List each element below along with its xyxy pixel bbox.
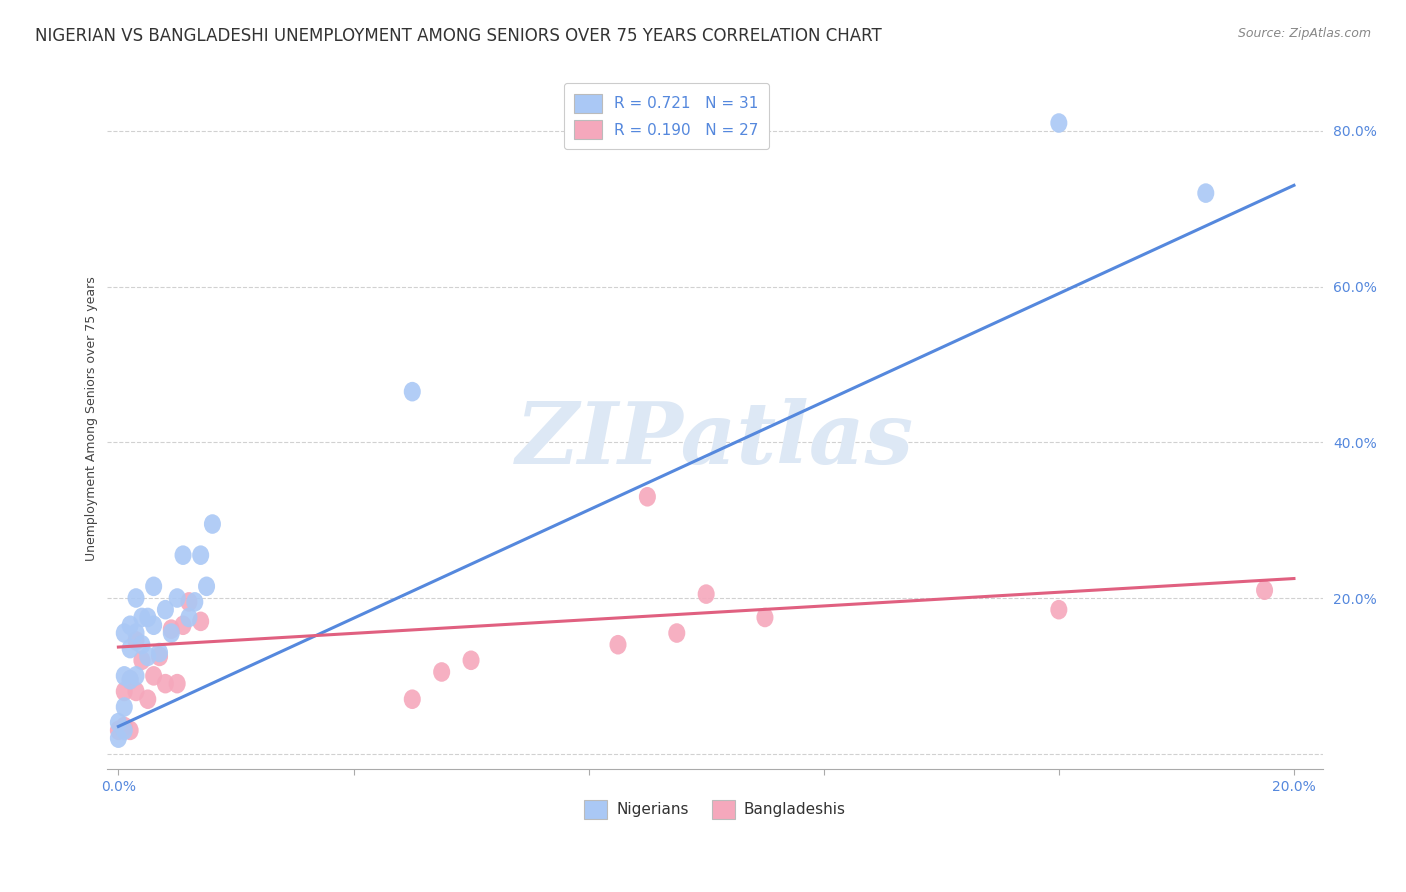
Ellipse shape <box>134 635 150 655</box>
Ellipse shape <box>128 588 145 607</box>
Ellipse shape <box>110 729 127 748</box>
Ellipse shape <box>163 624 180 643</box>
Ellipse shape <box>433 662 450 681</box>
Ellipse shape <box>139 690 156 709</box>
Ellipse shape <box>115 666 132 686</box>
Ellipse shape <box>128 631 145 650</box>
Text: Source: ZipAtlas.com: Source: ZipAtlas.com <box>1237 27 1371 40</box>
Text: ZIPatlas: ZIPatlas <box>516 398 914 482</box>
Ellipse shape <box>1256 581 1272 600</box>
Ellipse shape <box>174 545 191 565</box>
Ellipse shape <box>193 545 209 565</box>
Ellipse shape <box>145 666 162 686</box>
Ellipse shape <box>145 576 162 596</box>
Ellipse shape <box>110 721 127 740</box>
Ellipse shape <box>756 607 773 627</box>
Ellipse shape <box>115 716 132 736</box>
Ellipse shape <box>110 713 127 732</box>
Ellipse shape <box>668 624 685 643</box>
Ellipse shape <box>134 607 150 627</box>
Ellipse shape <box>115 698 132 717</box>
Ellipse shape <box>128 666 145 686</box>
Ellipse shape <box>180 592 197 612</box>
Ellipse shape <box>198 576 215 596</box>
Ellipse shape <box>609 635 627 655</box>
Ellipse shape <box>122 670 139 690</box>
Ellipse shape <box>115 721 132 740</box>
Ellipse shape <box>157 673 174 693</box>
Legend: Nigerians, Bangladeshis: Nigerians, Bangladeshis <box>578 794 852 825</box>
Ellipse shape <box>134 650 150 670</box>
Y-axis label: Unemployment Among Seniors over 75 years: Unemployment Among Seniors over 75 years <box>86 277 98 561</box>
Ellipse shape <box>139 607 156 627</box>
Ellipse shape <box>404 690 420 709</box>
Ellipse shape <box>193 612 209 632</box>
Ellipse shape <box>1198 183 1215 202</box>
Ellipse shape <box>150 643 169 663</box>
Ellipse shape <box>157 599 174 619</box>
Ellipse shape <box>122 721 139 740</box>
Ellipse shape <box>122 615 139 635</box>
Ellipse shape <box>404 382 420 401</box>
Ellipse shape <box>1050 113 1067 133</box>
Ellipse shape <box>169 673 186 693</box>
Ellipse shape <box>145 615 162 635</box>
Ellipse shape <box>697 584 714 604</box>
Ellipse shape <box>463 650 479 670</box>
Ellipse shape <box>174 615 191 635</box>
Ellipse shape <box>186 592 204 612</box>
Text: NIGERIAN VS BANGLADESHI UNEMPLOYMENT AMONG SENIORS OVER 75 YEARS CORRELATION CHA: NIGERIAN VS BANGLADESHI UNEMPLOYMENT AMO… <box>35 27 882 45</box>
Ellipse shape <box>150 647 169 666</box>
Ellipse shape <box>115 681 132 701</box>
Ellipse shape <box>139 647 156 666</box>
Ellipse shape <box>115 624 132 643</box>
Ellipse shape <box>638 487 657 507</box>
Ellipse shape <box>163 619 180 639</box>
Ellipse shape <box>169 588 186 607</box>
Ellipse shape <box>180 607 197 627</box>
Ellipse shape <box>122 670 139 690</box>
Ellipse shape <box>122 639 139 658</box>
Ellipse shape <box>204 514 221 533</box>
Ellipse shape <box>1050 599 1067 619</box>
Ellipse shape <box>128 681 145 701</box>
Ellipse shape <box>128 624 145 643</box>
